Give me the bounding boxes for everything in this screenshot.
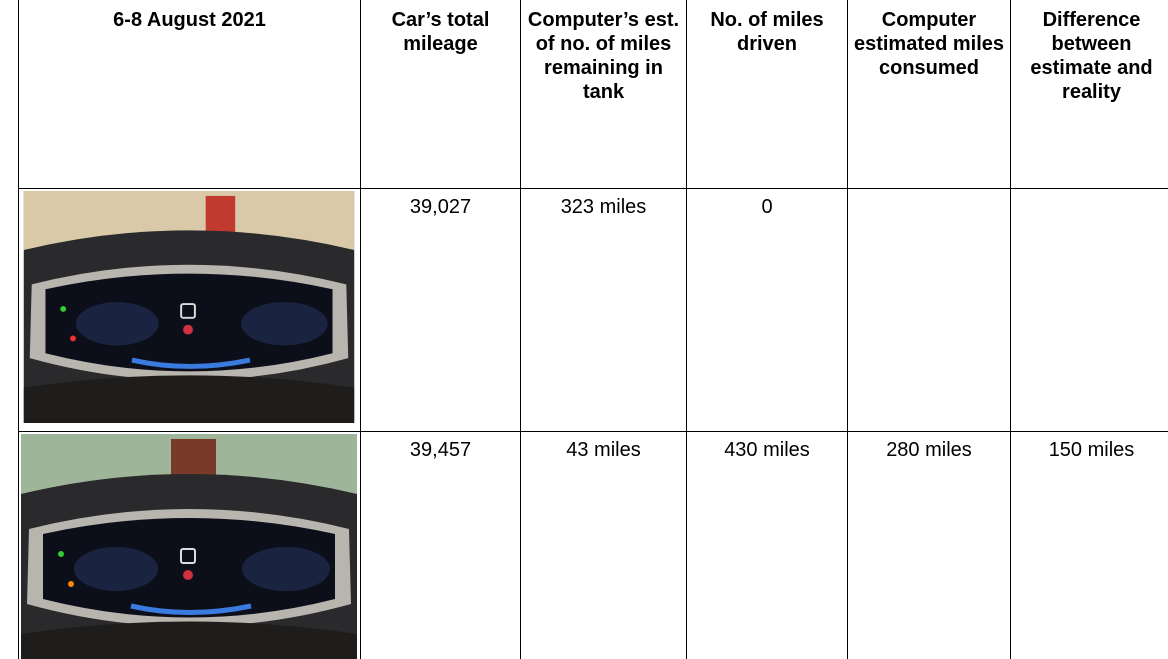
header-cell: Difference between estimate and reality	[1011, 0, 1168, 189]
header-cell: 6-8 August 2021	[19, 0, 361, 189]
header-cell: Computer estimated miles consumed	[848, 0, 1011, 189]
value-cell	[1011, 189, 1168, 432]
value-cell: 150 miles	[1011, 432, 1168, 659]
value-cell	[848, 189, 1011, 432]
value-cell: 39,457	[361, 432, 521, 659]
dashboard-photo	[21, 434, 357, 659]
value-cell: 43 miles	[521, 432, 687, 659]
value-cell: 39,027	[361, 189, 521, 432]
header-cell: Car’s total mileage	[361, 0, 521, 189]
header-cell: No. of miles driven	[687, 0, 848, 189]
value-cell: 323 miles	[521, 189, 687, 432]
page: 6-8 August 2021Car’s total mileageComput…	[0, 0, 1168, 659]
header-cell: Computer’s est. of no. of miles remainin…	[521, 0, 687, 189]
value-cell: 280 miles	[848, 432, 1011, 659]
dashboard-photo	[21, 191, 357, 423]
photo-cell	[19, 189, 361, 432]
value-cell: 0	[687, 189, 848, 432]
value-cell: 430 miles	[687, 432, 848, 659]
photo-cell	[19, 432, 361, 659]
